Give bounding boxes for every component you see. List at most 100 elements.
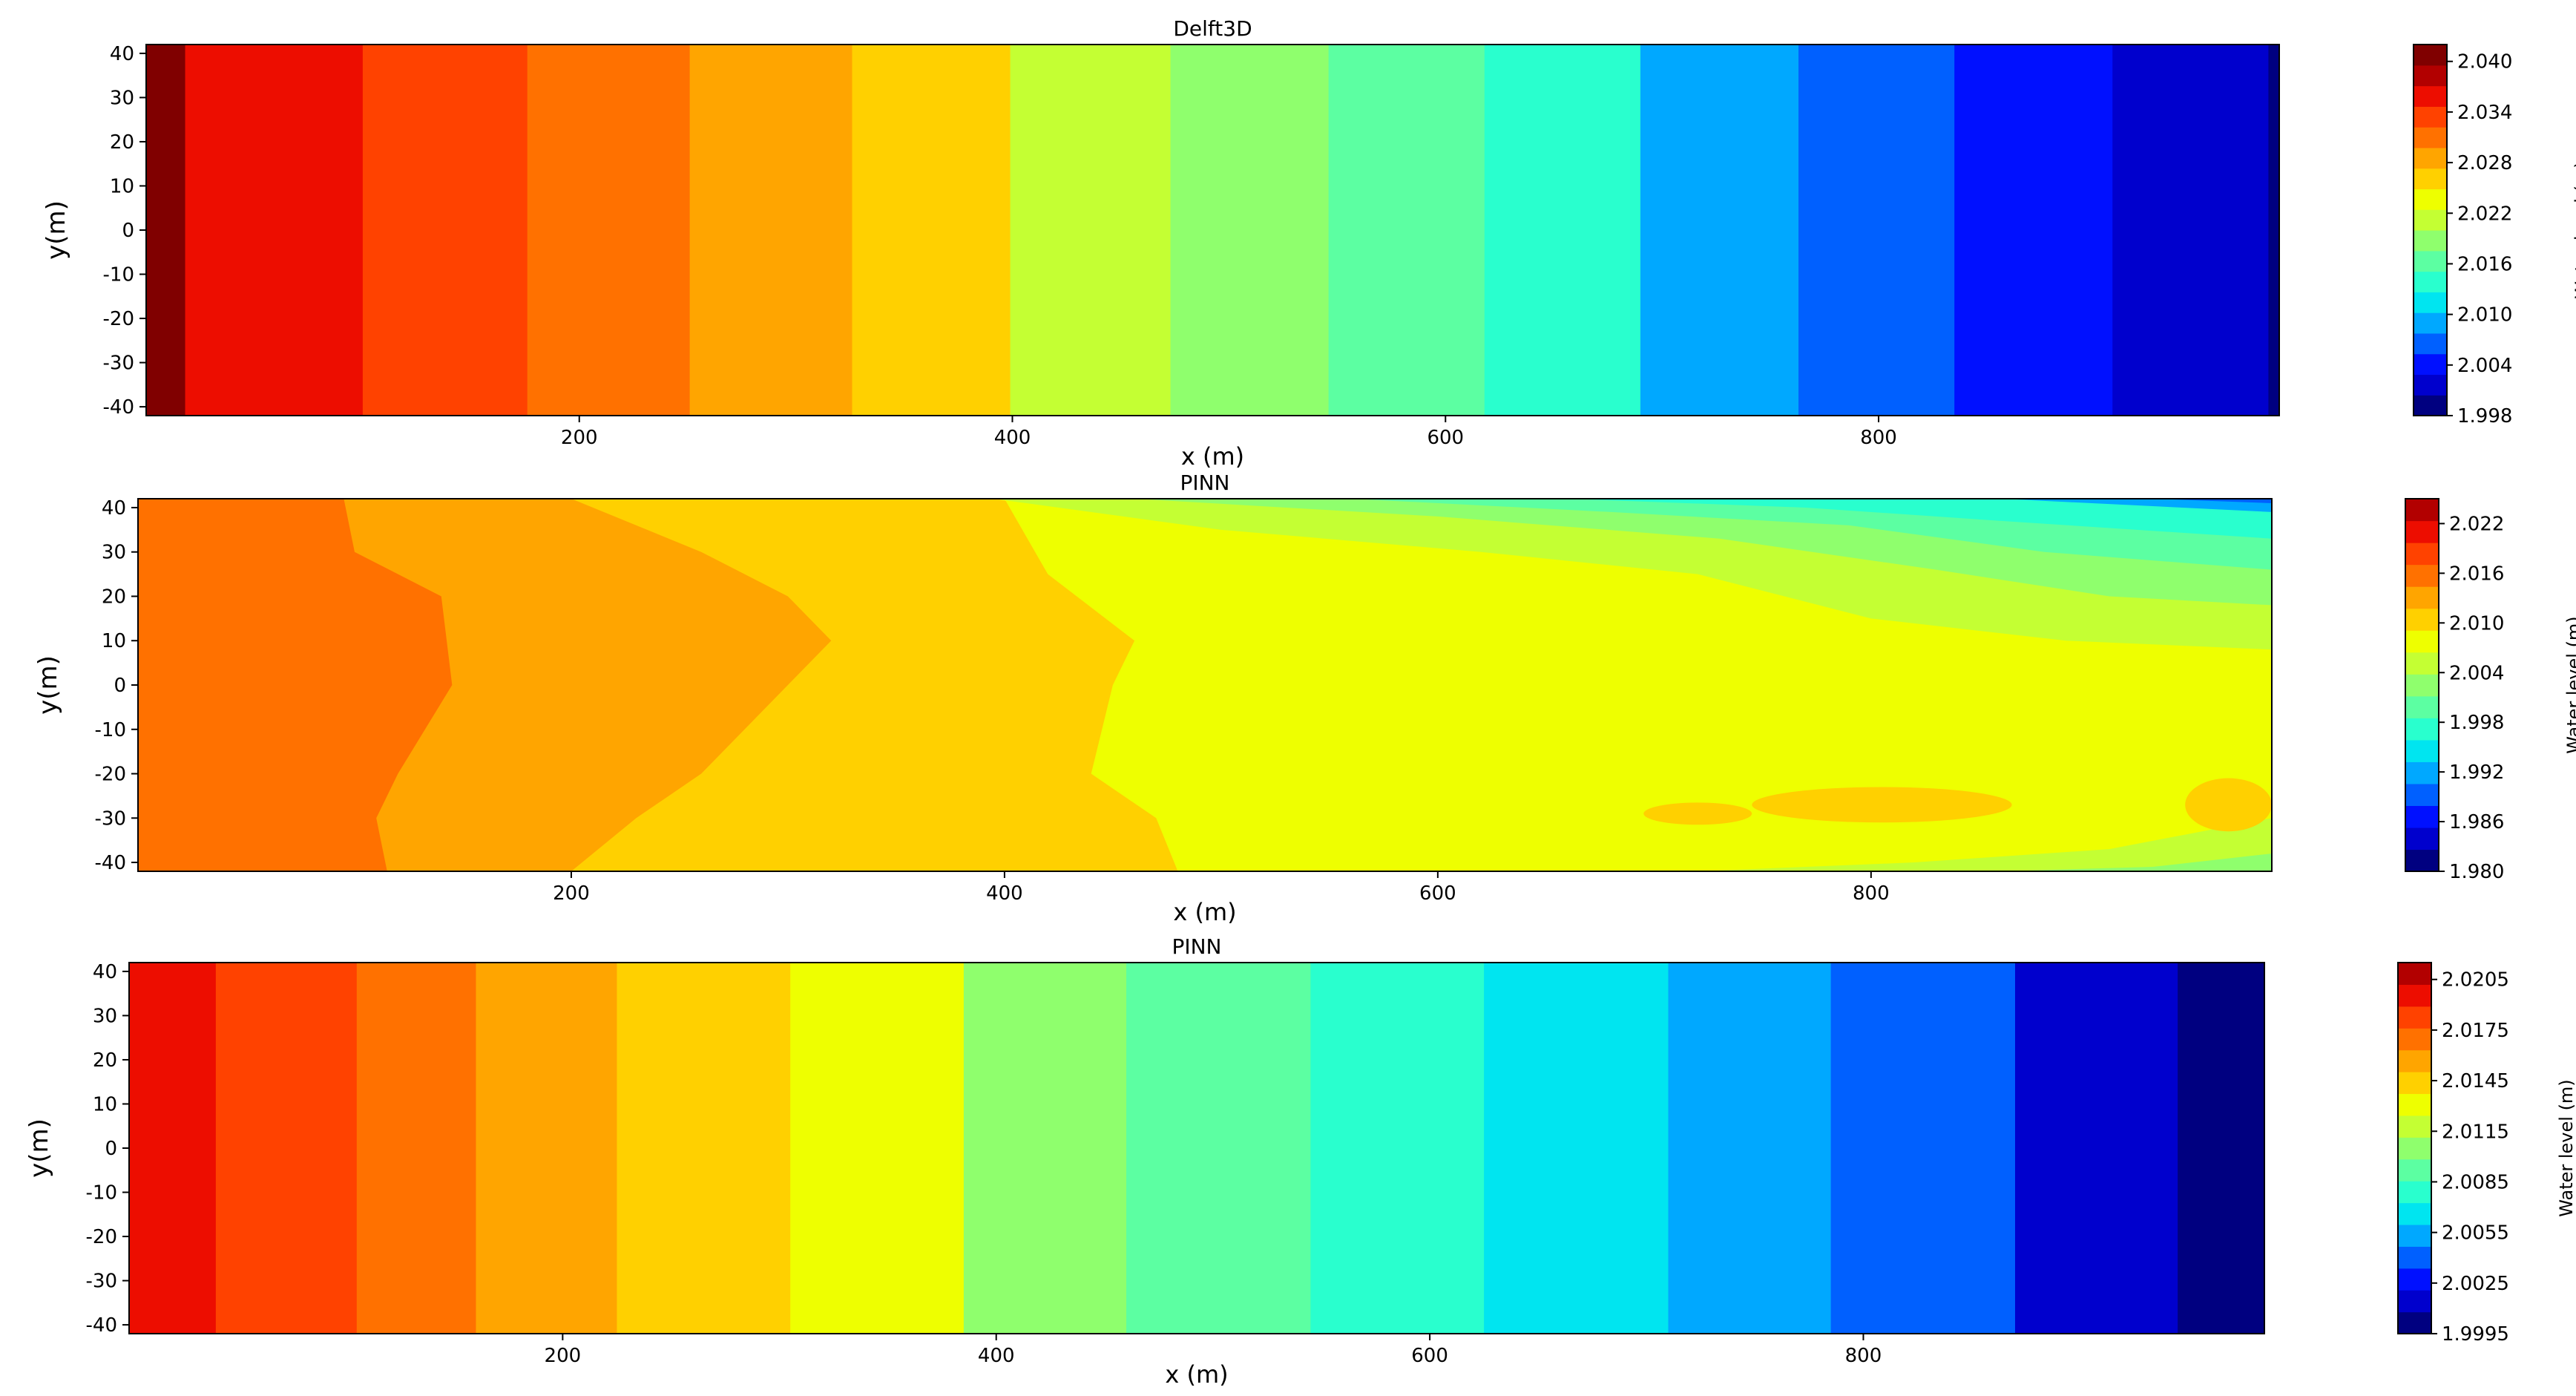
colorbar-swatch	[2414, 353, 2447, 376]
colorbar-swatch	[2398, 1049, 2431, 1072]
x-tick-label: 600	[1427, 427, 1464, 449]
colorbar-swatch	[2398, 1115, 2431, 1138]
contour-band	[1568, 499, 2272, 539]
y-tick-label: -40	[95, 852, 126, 874]
colorbar-swatch	[2405, 608, 2439, 631]
colorbar-tick-label: 2.0025	[2442, 1273, 2509, 1295]
y-tick-label: 20	[102, 586, 126, 608]
colorbar-tick-label: 2.016	[2449, 563, 2504, 585]
y-tick-label: 10	[110, 175, 134, 197]
colorbar-tick-label: 1.9995	[2442, 1323, 2509, 1346]
contour-band	[527, 45, 691, 416]
y-tick-label: 10	[102, 630, 126, 652]
y-tick-label: 20	[110, 131, 134, 154]
y-tick-label: -20	[103, 308, 134, 330]
x-axis-label: x (m)	[1165, 1360, 1228, 1389]
colorbar-tick-label: 1.986	[2449, 811, 2504, 833]
colorbar-swatch	[2414, 127, 2447, 148]
colorbar-swatch	[2405, 849, 2439, 872]
contour-band	[689, 45, 853, 416]
y-tick-label: -40	[86, 1314, 117, 1337]
colorbar-swatch	[2398, 984, 2431, 1007]
colorbar-tick-label: 1.998	[2457, 405, 2512, 427]
colorbar-swatch	[2414, 271, 2447, 292]
colorbar-swatch	[2405, 499, 2439, 522]
y-tick-label: 40	[102, 497, 126, 520]
colorbar-label: Water level (m)	[2556, 1079, 2576, 1216]
colorbar-swatch	[2414, 189, 2447, 210]
contour-band	[617, 963, 792, 1334]
colorbar-swatch	[2405, 586, 2439, 609]
colorbar-swatch	[2414, 250, 2447, 272]
colorbar-swatch	[2405, 695, 2439, 718]
colorbar-swatch	[2405, 761, 2439, 784]
colorbar-swatch	[2398, 1181, 2431, 1204]
x-tick-label: 800	[1845, 1345, 1882, 1367]
colorbar-swatch	[2414, 168, 2447, 190]
contour-band	[1170, 45, 1330, 416]
y-tick-label: -20	[95, 764, 126, 786]
y-tick-label: 0	[105, 1138, 117, 1160]
colorbar-swatch	[2398, 1137, 2431, 1160]
contour-band	[1954, 45, 2114, 416]
contour-band	[1830, 963, 2016, 1334]
contour-band	[1010, 45, 1172, 416]
contour-band	[1310, 963, 1485, 1334]
panel-title: Delft3D	[1173, 16, 1252, 41]
colorbar-tick-label: 2.016	[2457, 253, 2512, 275]
contour-field	[138, 499, 2272, 871]
contour-band	[2014, 963, 2179, 1334]
colorbar-frame	[2413, 44, 2448, 416]
colorbar-tick-label: 1.980	[2449, 861, 2504, 883]
colorbar-tick-label: 2.034	[2457, 102, 2512, 124]
contour-band	[1328, 45, 1485, 416]
y-tick-label: 40	[110, 43, 134, 65]
contour-band	[2268, 45, 2279, 416]
colorbar-swatch	[2405, 520, 2439, 543]
colorbar-swatch	[2405, 718, 2439, 741]
colorbar-tick-label: 2.022	[2449, 513, 2504, 535]
colorbar-swatch	[2405, 630, 2439, 653]
colorbar-swatch	[2398, 1072, 2431, 1095]
colorbar: 1.980 1.986 1.992 1.998 2.004 2.010 2.016 2.022…	[2405, 498, 2576, 883]
contour-band	[1798, 45, 1956, 416]
colorbar-swatch	[2398, 1006, 2431, 1029]
y-axis-label: y(m)	[24, 1118, 54, 1178]
colorbar-swatch	[2405, 805, 2439, 828]
contour-band	[1784, 499, 2272, 512]
colorbar-frame	[2397, 962, 2432, 1334]
colorbar-tick-label: 2.0055	[2442, 1222, 2509, 1245]
y-tick-label: -40	[103, 396, 134, 419]
colorbar-swatch	[2398, 1202, 2431, 1225]
colorbar-swatch	[2398, 1268, 2431, 1291]
colorbar-swatch	[2414, 312, 2447, 334]
y-tick-label: -10	[86, 1182, 117, 1205]
panel-title: PINN	[1180, 471, 1229, 495]
contour-band	[146, 45, 186, 416]
contour-band	[1957, 499, 2272, 503]
colorbar-tick-label: 1.998	[2449, 712, 2504, 734]
colorbar-swatch	[2405, 827, 2439, 851]
colorbar-swatch	[2405, 564, 2439, 587]
contour-band	[852, 45, 1011, 416]
panel-1: Delft3D 200 400 600 800 x (m) 40 30 20 10 0 -10 -20 -…	[42, 16, 2576, 471]
contour-band	[2178, 963, 2264, 1334]
colorbar-swatch	[2398, 1028, 2431, 1051]
colorbar-swatch	[2398, 963, 2431, 986]
contour-band	[129, 963, 217, 1334]
colorbar-swatch	[2414, 332, 2447, 355]
contour-band	[963, 963, 1128, 1334]
colorbar-label: Water level (m)	[2572, 161, 2576, 298]
colorbar-swatch	[2414, 209, 2447, 231]
colorbar-tick-label: 2.022	[2457, 203, 2512, 225]
colorbar-swatch	[2414, 374, 2447, 396]
x-tick-label: 400	[978, 1345, 1015, 1367]
colorbar-swatch	[2405, 739, 2439, 762]
contour-band	[1126, 963, 1312, 1334]
contour-band	[356, 963, 477, 1334]
contour-band	[2112, 45, 2270, 416]
colorbar-tick-label: 2.0175	[2442, 1020, 2509, 1042]
colorbar-swatch	[2414, 292, 2447, 313]
contour-band	[1668, 963, 1832, 1334]
colorbar-tick-label: 2.004	[2457, 355, 2512, 377]
